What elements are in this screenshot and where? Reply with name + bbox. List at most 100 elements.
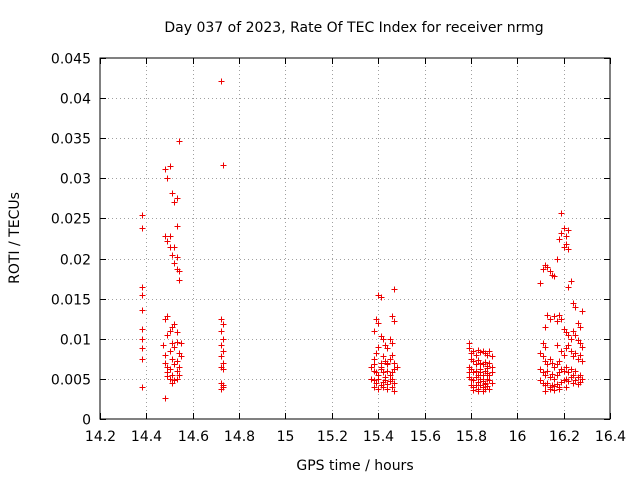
data-point — [218, 386, 225, 393]
data-point — [394, 364, 401, 371]
data-point — [577, 379, 584, 386]
data-point — [544, 361, 551, 368]
data-point — [565, 227, 572, 234]
data-point — [220, 336, 227, 343]
axis-ticks — [100, 58, 611, 420]
data-point — [544, 312, 551, 319]
data-point — [486, 377, 493, 384]
data-point — [563, 364, 570, 371]
data-point — [542, 344, 549, 351]
data-point — [368, 364, 375, 371]
y-axis-label: ROTI / TECUs — [7, 192, 23, 284]
data-point — [220, 382, 227, 389]
data-point — [220, 366, 227, 373]
data-point — [572, 368, 579, 375]
data-point — [160, 342, 167, 349]
data-point — [551, 376, 558, 383]
data-point — [164, 313, 171, 320]
data-point — [389, 384, 396, 391]
data-point — [577, 372, 584, 379]
data-point — [218, 353, 225, 360]
x-tick-label: 15.6 — [410, 429, 441, 445]
data-point — [169, 340, 176, 347]
y-tick-label: 0.005 — [51, 373, 91, 389]
x-tick-label: 14.2 — [85, 429, 116, 445]
data-point — [577, 352, 584, 359]
y-tick-label: 0.015 — [51, 293, 91, 309]
data-point — [387, 336, 394, 343]
data-point — [176, 277, 183, 284]
data-point — [373, 350, 380, 357]
data-point — [579, 344, 586, 351]
x-tick-label: 15 — [277, 429, 295, 445]
data-point — [389, 313, 396, 320]
x-tick-label: 16.4 — [595, 429, 626, 445]
data-point — [549, 360, 556, 367]
data-point — [554, 318, 561, 325]
data-point — [162, 360, 169, 367]
data-point — [167, 366, 174, 373]
data-point — [558, 230, 565, 237]
data-point — [547, 386, 554, 393]
data-point — [470, 348, 477, 355]
data-point — [375, 376, 382, 383]
data-point — [171, 344, 178, 351]
x-tick-label: 15.2 — [317, 429, 348, 445]
data-point — [554, 256, 561, 263]
data-point — [568, 348, 575, 355]
data-point — [547, 268, 554, 275]
data-point — [368, 376, 375, 383]
data-point — [556, 312, 563, 319]
data-point — [174, 376, 181, 383]
data-point — [176, 372, 183, 379]
data-point — [551, 364, 558, 371]
data-point — [489, 353, 496, 360]
data-point — [371, 384, 378, 391]
data-point — [139, 345, 146, 352]
data-point — [375, 386, 382, 393]
data-point — [139, 292, 146, 299]
data-point — [176, 364, 183, 371]
data-point — [220, 348, 227, 355]
data-point — [480, 372, 487, 379]
data-point — [579, 308, 586, 315]
y-tick-label: 0.01 — [60, 333, 91, 349]
data-point — [558, 210, 565, 217]
data-point — [565, 378, 572, 385]
data-point — [378, 294, 385, 301]
data-point — [577, 324, 584, 331]
data-point — [568, 336, 575, 343]
x-axis-label: GPS time / hours — [296, 458, 413, 474]
data-point — [563, 384, 570, 391]
data-point — [380, 353, 387, 360]
data-point — [167, 328, 174, 335]
data-point — [169, 356, 176, 363]
data-point — [489, 369, 496, 376]
data-point — [549, 371, 556, 378]
data-point — [371, 328, 378, 335]
x-tick-label: 15.4 — [363, 429, 394, 445]
data-point — [556, 236, 563, 243]
data-point — [565, 332, 572, 339]
data-point — [540, 266, 547, 273]
data-point — [579, 358, 586, 365]
data-point — [537, 377, 544, 384]
data-point — [570, 328, 577, 335]
data-point — [169, 372, 176, 379]
data-point — [162, 352, 169, 359]
data-point — [542, 388, 549, 395]
data-point — [389, 352, 396, 359]
data-point — [477, 366, 484, 373]
data-point — [575, 320, 582, 327]
data-point — [391, 286, 398, 293]
data-point — [565, 246, 572, 253]
data-point — [544, 264, 551, 271]
data-point — [171, 260, 178, 267]
data-point — [568, 374, 575, 381]
data-point — [544, 380, 551, 387]
data-point — [565, 369, 572, 376]
data-point — [551, 313, 558, 320]
data-point — [167, 163, 174, 170]
data-point — [167, 376, 174, 383]
